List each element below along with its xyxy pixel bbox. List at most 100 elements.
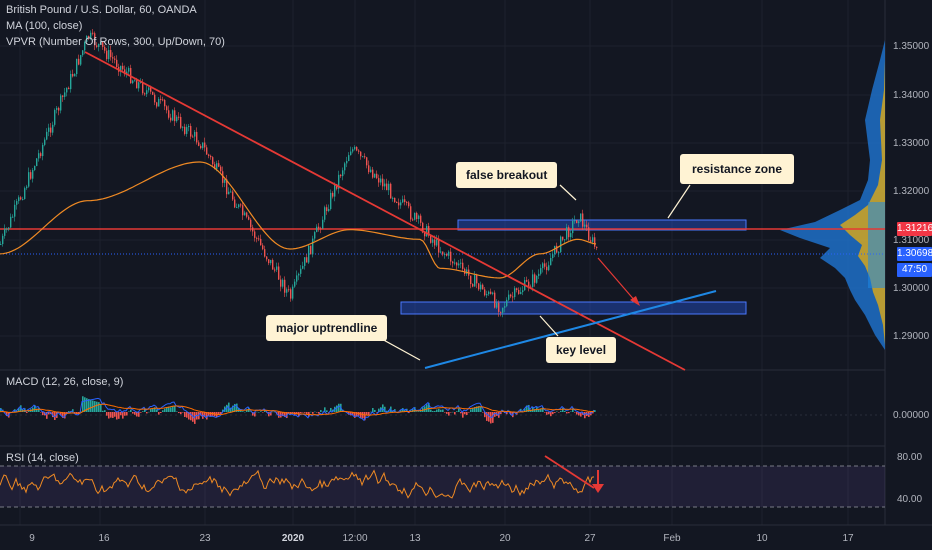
candle-body [306, 257, 308, 263]
candle-body [560, 236, 562, 253]
candle-body [324, 207, 326, 220]
candle-body [364, 156, 366, 158]
key-level-callout[interactable]: key level [546, 337, 617, 363]
candle-body [316, 226, 318, 233]
macd-bar [404, 409, 406, 412]
ma-legend[interactable]: MA (100, close) [6, 20, 83, 32]
symbol-legend[interactable]: British Pound / U.S. Dollar, 60, OANDA [6, 4, 197, 16]
candle-body [402, 199, 404, 203]
candle-body [10, 216, 12, 228]
rsi-legend[interactable]: RSI (14, close) [6, 452, 79, 464]
macd-signal-line [0, 403, 595, 416]
macd-bar [584, 412, 586, 419]
candle-body [588, 227, 590, 241]
candle-body [90, 32, 92, 39]
key-level-box[interactable] [400, 301, 747, 315]
macd-bar [282, 412, 284, 417]
resistance-zone-box[interactable] [457, 219, 747, 231]
macd-bar [292, 412, 294, 413]
candle-body [84, 42, 86, 51]
candle-body [246, 212, 248, 217]
macd-bar [376, 412, 378, 413]
macd-bar [250, 411, 252, 413]
descending-trendline[interactable] [84, 51, 686, 371]
candle-body [580, 213, 582, 222]
candle-body [72, 74, 74, 77]
macd-bar [458, 408, 460, 412]
time-label: 16 [98, 533, 110, 544]
candle-body [156, 102, 158, 107]
macd-bar [370, 411, 372, 413]
macd-bar [130, 409, 132, 412]
macd-bar [88, 399, 90, 412]
candle-body [16, 201, 18, 205]
time-label: 17 [842, 533, 854, 544]
macd-bar [378, 408, 380, 412]
candle-body [222, 171, 224, 183]
false-breakout-callout[interactable]: false breakout [456, 162, 558, 188]
macd-bar [174, 405, 176, 412]
macd-pane [0, 396, 885, 424]
candle-body [76, 58, 78, 75]
candle-body [476, 275, 478, 284]
uptrendline-pointer [379, 337, 421, 361]
candle-body [120, 65, 122, 72]
candle-body [354, 147, 356, 150]
candle-body [330, 192, 332, 209]
candle-body [408, 202, 410, 207]
candle-body [266, 256, 268, 260]
candle-body [346, 160, 348, 164]
macd-bar [262, 412, 264, 413]
candle-body [322, 219, 324, 229]
candle-body [32, 170, 34, 179]
candle-body [386, 183, 388, 191]
candle-body [426, 226, 428, 237]
candle-body [546, 266, 548, 271]
price-axis[interactable]: 1.35000 1.34000 1.33000 1.32000 1.31000 … [893, 41, 930, 505]
macd-bar [442, 409, 444, 412]
macd-bar [450, 412, 452, 413]
macd-bar [430, 409, 432, 412]
candle-body [298, 273, 300, 276]
resistance-zone-callout[interactable]: resistance zone [680, 154, 795, 184]
macd-bar [34, 405, 36, 412]
candle-body [88, 35, 90, 39]
candle-body [488, 291, 490, 295]
candle-body [182, 126, 184, 128]
macd-bar [230, 407, 232, 412]
macd-bar [82, 396, 84, 412]
macd-bar [256, 411, 258, 413]
macd-bar [240, 410, 242, 412]
candle-body [510, 294, 512, 297]
macd-bar [170, 407, 172, 412]
macd-bar [544, 412, 546, 413]
macd-bar [122, 412, 124, 419]
major-uptrendline-line[interactable] [424, 290, 717, 369]
candle-body [104, 46, 106, 51]
macd-bar [0, 408, 2, 412]
candle-body [18, 197, 20, 202]
candle-body [450, 251, 452, 262]
candle-body [258, 238, 260, 240]
candle-body [416, 212, 418, 219]
candle-body [432, 239, 434, 243]
projection-arrow[interactable] [597, 257, 640, 306]
candle-body [570, 233, 572, 238]
time-axis[interactable]: 9 16 23 2020 12:00 13 20 27 Feb 10 17 [29, 533, 854, 544]
macd-bar [126, 412, 128, 416]
vpvr-profile [780, 40, 885, 350]
macd-bar [420, 410, 422, 412]
candle-body [278, 266, 280, 280]
macd-bar [338, 403, 340, 412]
candle-body [480, 284, 482, 290]
candle-body [374, 173, 376, 178]
vpvr-legend[interactable]: VPVR (Number Of Rows, 300, Up/Down, 70) [6, 36, 225, 48]
major-uptrendline-callout[interactable]: major uptrendline [266, 315, 388, 341]
candle-body [138, 82, 140, 89]
candle-body [382, 178, 384, 187]
macd-bar [384, 406, 386, 412]
candle-body [206, 147, 208, 155]
candle-body [26, 186, 28, 189]
macd-legend[interactable]: MACD (12, 26, close, 9) [6, 376, 124, 388]
